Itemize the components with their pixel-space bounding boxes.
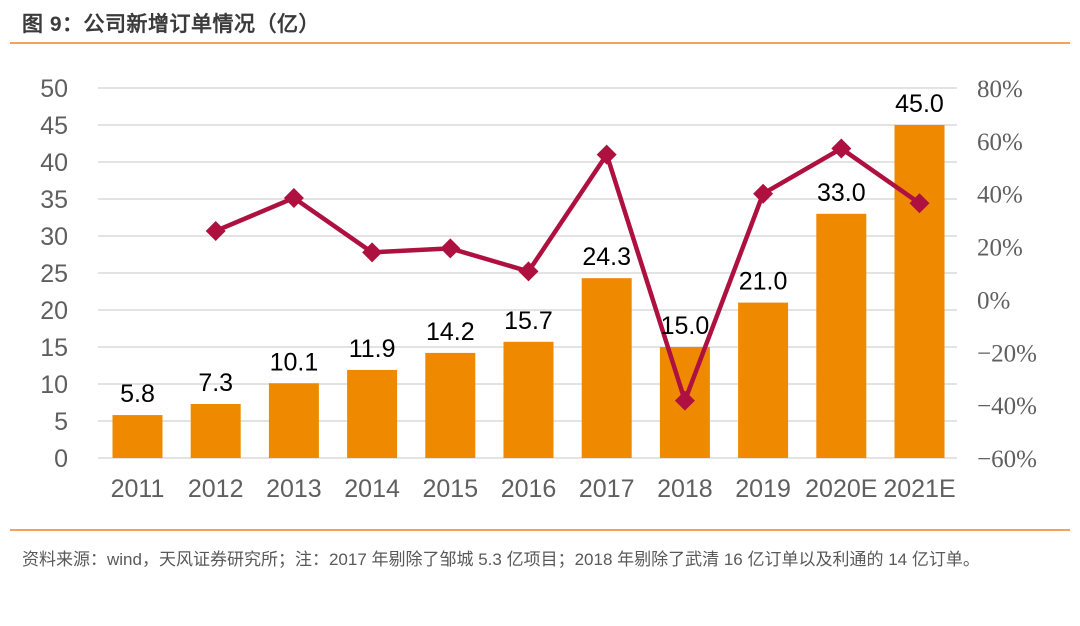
- left-axis-tick-label: 25: [40, 260, 68, 288]
- bar-value-label: 15.0: [661, 312, 710, 340]
- bar-2013: [268, 383, 319, 458]
- growth-line-marker: [753, 183, 774, 204]
- right-axis-tick-label: −20%: [977, 340, 1037, 367]
- bar-value-label: 11.9: [349, 335, 396, 363]
- bar-2012: [190, 403, 241, 458]
- bar-value-label: 33.0: [817, 179, 866, 207]
- figure-title: 图 9：公司新增订单情况（亿）: [22, 13, 321, 36]
- left-axis-tick-label: 15: [40, 334, 68, 362]
- right-axis-tick-label: 0%: [977, 287, 1010, 314]
- right-axis-tick-label: 40%: [977, 182, 1023, 209]
- bar-2011: [112, 415, 163, 458]
- footer-divider: [10, 529, 1070, 531]
- growth-line-marker: [362, 242, 383, 263]
- bar-2019: [738, 302, 789, 458]
- x-axis-tick-label: 2017: [579, 475, 635, 503]
- growth-line-marker: [674, 390, 695, 411]
- bar-2017: [581, 278, 632, 458]
- bar-value-label: 14.2: [426, 318, 475, 346]
- left-axis-tick-label: 10: [40, 371, 68, 399]
- left-axis-tick-label: 40: [40, 149, 68, 177]
- right-axis-tick-label: −40%: [977, 393, 1037, 420]
- bar-value-label: 21.0: [739, 268, 788, 296]
- bar-value-label: 24.3: [582, 243, 631, 271]
- x-axis-tick-label: 2016: [501, 475, 557, 503]
- left-axis-tick-label: 45: [40, 112, 68, 140]
- bar-2016: [503, 341, 554, 458]
- growth-line-marker: [518, 261, 539, 282]
- bar-2020E: [816, 213, 867, 458]
- x-axis-tick-label: 2011: [111, 475, 165, 503]
- growth-line: [214, 146, 921, 403]
- growth-line-marker: [909, 193, 930, 214]
- source-note: 资料来源：wind，天风证券研究所；注：2017 年剔除了邹城 5.3 亿项目；…: [22, 550, 980, 569]
- x-axis-tick-label: 2012: [188, 475, 244, 503]
- left-axis-tick-label: 35: [40, 186, 68, 214]
- left-axis-tick-label: 30: [40, 223, 68, 251]
- growth-line-marker: [283, 187, 304, 208]
- growth-line-marker: [831, 138, 852, 159]
- right-axis-tick-label: 20%: [977, 235, 1023, 262]
- x-axis-tick-label: 2019: [735, 475, 791, 503]
- left-axis-tick-label: 0: [54, 445, 68, 473]
- bar-value-label: 7.3: [198, 369, 233, 397]
- left-axis-tick-label: 20: [40, 297, 68, 325]
- bar-value-label: 10.1: [270, 348, 319, 376]
- orders-bar-line-chart: 0 5 10 15 20 25 30 35 40 45 50 80% 60% 40% 20% 0% −20% −4…: [40, 75, 1037, 503]
- title-divider: [10, 42, 1070, 44]
- x-axis-tick-label: 2013: [266, 475, 322, 503]
- bar-2014: [347, 369, 398, 458]
- left-axis-tick-label: 5: [54, 408, 68, 436]
- growth-line-marker: [440, 238, 461, 259]
- x-axis-tick-label: 2021E: [883, 475, 955, 503]
- left-axis-tick-label: 50: [40, 75, 68, 103]
- bar-value-label: 5.8: [120, 380, 155, 408]
- bar-value-label: 45.0: [895, 90, 944, 118]
- right-axis-tick-label: 80%: [977, 76, 1023, 103]
- bar-value-label: 15.7: [504, 307, 553, 335]
- growth-line-marker: [596, 144, 617, 165]
- x-axis-tick-label: 2014: [344, 475, 400, 503]
- bar-2015: [425, 352, 476, 458]
- bar-2021E: [894, 125, 945, 458]
- x-axis-tick-label: 2018: [657, 475, 713, 503]
- x-axis-tick-label: 2020E: [805, 475, 877, 503]
- right-axis-tick-label: 60%: [977, 129, 1023, 156]
- x-axis-tick-label: 2015: [422, 475, 478, 503]
- growth-line-marker: [205, 220, 226, 241]
- right-axis-tick-label: −60%: [977, 446, 1037, 473]
